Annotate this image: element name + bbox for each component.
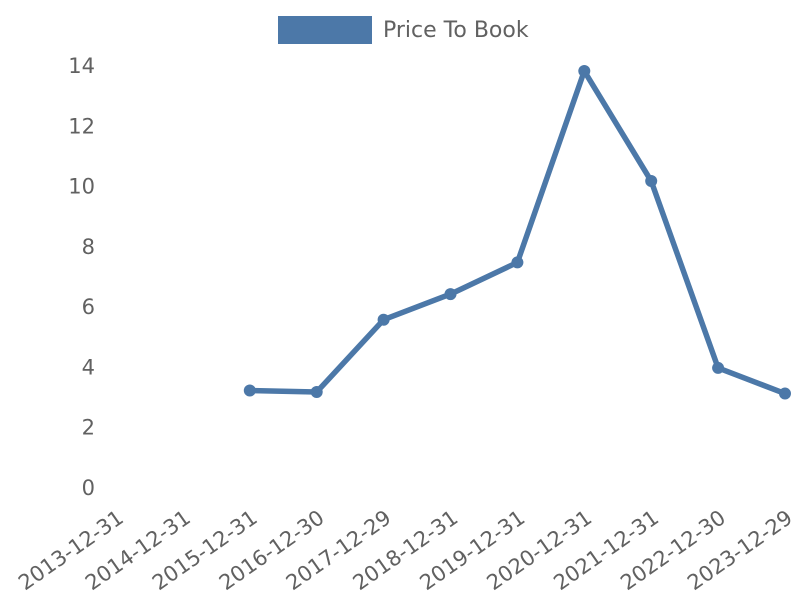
data-point-marker	[712, 361, 725, 374]
legend-swatch	[278, 16, 372, 44]
y-tick-label: 8	[82, 235, 95, 259]
data-point-marker	[779, 387, 791, 400]
legend: Price To Book	[278, 16, 529, 44]
y-tick-label: 14	[68, 54, 95, 78]
series-line	[247, 68, 788, 397]
y-tick-label: 4	[82, 355, 95, 379]
y-tick-label: 6	[82, 295, 95, 319]
y-tick-label: 2	[82, 416, 95, 440]
y-tick-label: 0	[82, 476, 95, 500]
data-point-marker	[310, 386, 323, 399]
data-point-marker	[444, 288, 457, 301]
data-point-marker	[511, 256, 524, 269]
data-point-marker	[243, 384, 256, 397]
data-point-marker	[377, 313, 390, 326]
data-point-marker	[578, 65, 591, 78]
y-tick-label: 10	[68, 175, 95, 199]
y-tick-label: 12	[68, 114, 95, 138]
data-point-marker	[645, 175, 658, 188]
legend-label: Price To Book	[383, 17, 529, 43]
